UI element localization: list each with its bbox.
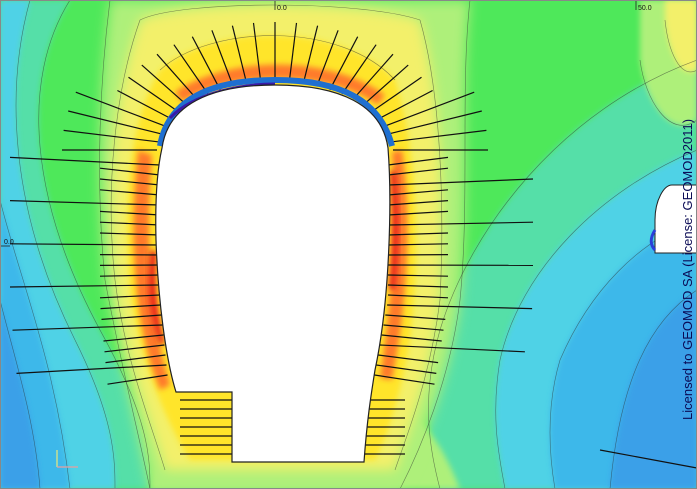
ruler-marks <box>0 0 637 247</box>
rock-bolt <box>99 178 161 186</box>
rock-bolt <box>191 36 221 91</box>
rock-bolt <box>100 304 161 310</box>
rock-bolt <box>75 91 165 127</box>
rock-bolt <box>387 274 449 277</box>
adjacent-tunnel-opening[interactable] <box>654 184 697 254</box>
rock-bolt <box>99 167 161 176</box>
rock-bolt <box>352 53 394 100</box>
rock-bolt <box>99 210 161 216</box>
rock-bolt <box>103 334 164 342</box>
rock-bolt <box>387 304 533 310</box>
isoline <box>15 0 116 489</box>
rock-bolt <box>128 76 179 112</box>
rock-bolt <box>374 374 435 385</box>
rock-bolt <box>387 210 449 216</box>
contour-band-right-4 <box>610 290 697 489</box>
ruler-label-left-mid: 0.0 <box>4 239 14 246</box>
isoline <box>0 199 71 489</box>
rock-bolt <box>387 189 449 196</box>
rock-bolt <box>99 274 161 277</box>
rock-bolt <box>173 44 209 95</box>
rock-bolt <box>288 22 298 83</box>
rock-bolts <box>9 22 697 469</box>
rock-bolt <box>385 314 446 320</box>
rock-bolt <box>329 36 359 91</box>
rock-bolt <box>231 25 248 85</box>
rock-bolt <box>371 76 422 112</box>
rock-bolt <box>387 232 449 236</box>
rock-bolt <box>105 354 166 364</box>
rock-bolt <box>389 110 482 135</box>
rock-bolt <box>68 110 161 135</box>
isoline <box>428 59 697 489</box>
rock-bolt <box>379 89 433 119</box>
rock-bolt <box>385 91 475 127</box>
rock-bolt <box>599 449 697 469</box>
rock-bolt <box>101 314 162 320</box>
rock-bolt <box>387 200 449 206</box>
contour-peak-left <box>148 250 165 345</box>
rock-bolt <box>12 324 163 331</box>
rock-bolt <box>387 167 449 176</box>
rock-bolt <box>211 30 234 87</box>
rock-bolt <box>99 221 161 226</box>
isoline <box>99 0 151 489</box>
rock-bolt <box>9 156 161 166</box>
rock-bolt <box>387 284 449 288</box>
axis-triad-icon <box>56 450 78 468</box>
contour-hotspot-left <box>133 150 170 390</box>
rock-bolt <box>63 129 158 143</box>
rock-bolt <box>387 221 534 226</box>
rock-bolt <box>316 30 339 87</box>
rock-bolt <box>387 243 449 246</box>
rock-bolt <box>141 64 188 106</box>
isoline <box>609 289 697 489</box>
ruler-label-top-center: 0.0 <box>277 5 287 12</box>
isoline <box>38 0 151 489</box>
rock-bolt <box>252 22 262 83</box>
rock-bolt <box>107 374 168 385</box>
rock-bolt <box>99 294 161 299</box>
rock-bolt <box>156 53 198 100</box>
contour-peak-right <box>389 170 399 290</box>
rock-bolt <box>99 232 161 236</box>
contour-crown-hot <box>175 64 385 105</box>
rock-bolt <box>9 284 161 288</box>
rock-bolt <box>9 243 161 246</box>
isoline <box>139 4 421 21</box>
isoline <box>110 19 166 471</box>
rock-bolt <box>104 344 165 353</box>
rock-bolt <box>392 129 487 143</box>
rock-bolt <box>387 294 449 299</box>
rock-bolt <box>9 200 161 206</box>
rock-bolt <box>387 178 534 186</box>
isoline <box>0 299 41 489</box>
tunnel-excavation[interactable] <box>155 84 391 463</box>
rock-bolt <box>117 89 171 119</box>
rock-bolt <box>99 189 161 196</box>
rock-bolt <box>387 156 449 166</box>
isoline <box>159 35 396 81</box>
license-watermark: Licensed to GEOMOD SA (License: GEOMOD20… <box>680 119 695 420</box>
isoline <box>394 19 443 471</box>
adjacent-opening-lining <box>649 229 657 252</box>
rock-bolt <box>381 334 442 342</box>
rock-bolt <box>376 364 437 374</box>
contour-band-left-4 <box>0 300 40 489</box>
rock-bolt <box>362 64 409 106</box>
isoline <box>664 19 697 73</box>
rock-bolt <box>379 344 525 353</box>
rock-bolt <box>341 44 377 95</box>
rock-bolt <box>378 354 439 364</box>
rock-bolt <box>383 324 444 331</box>
rock-bolt <box>16 364 167 374</box>
rock-bolt <box>302 25 319 85</box>
ruler-label-top-right: 50.0 <box>638 5 652 12</box>
isoline <box>639 59 697 126</box>
isoline <box>495 149 697 489</box>
isoline <box>399 0 471 489</box>
